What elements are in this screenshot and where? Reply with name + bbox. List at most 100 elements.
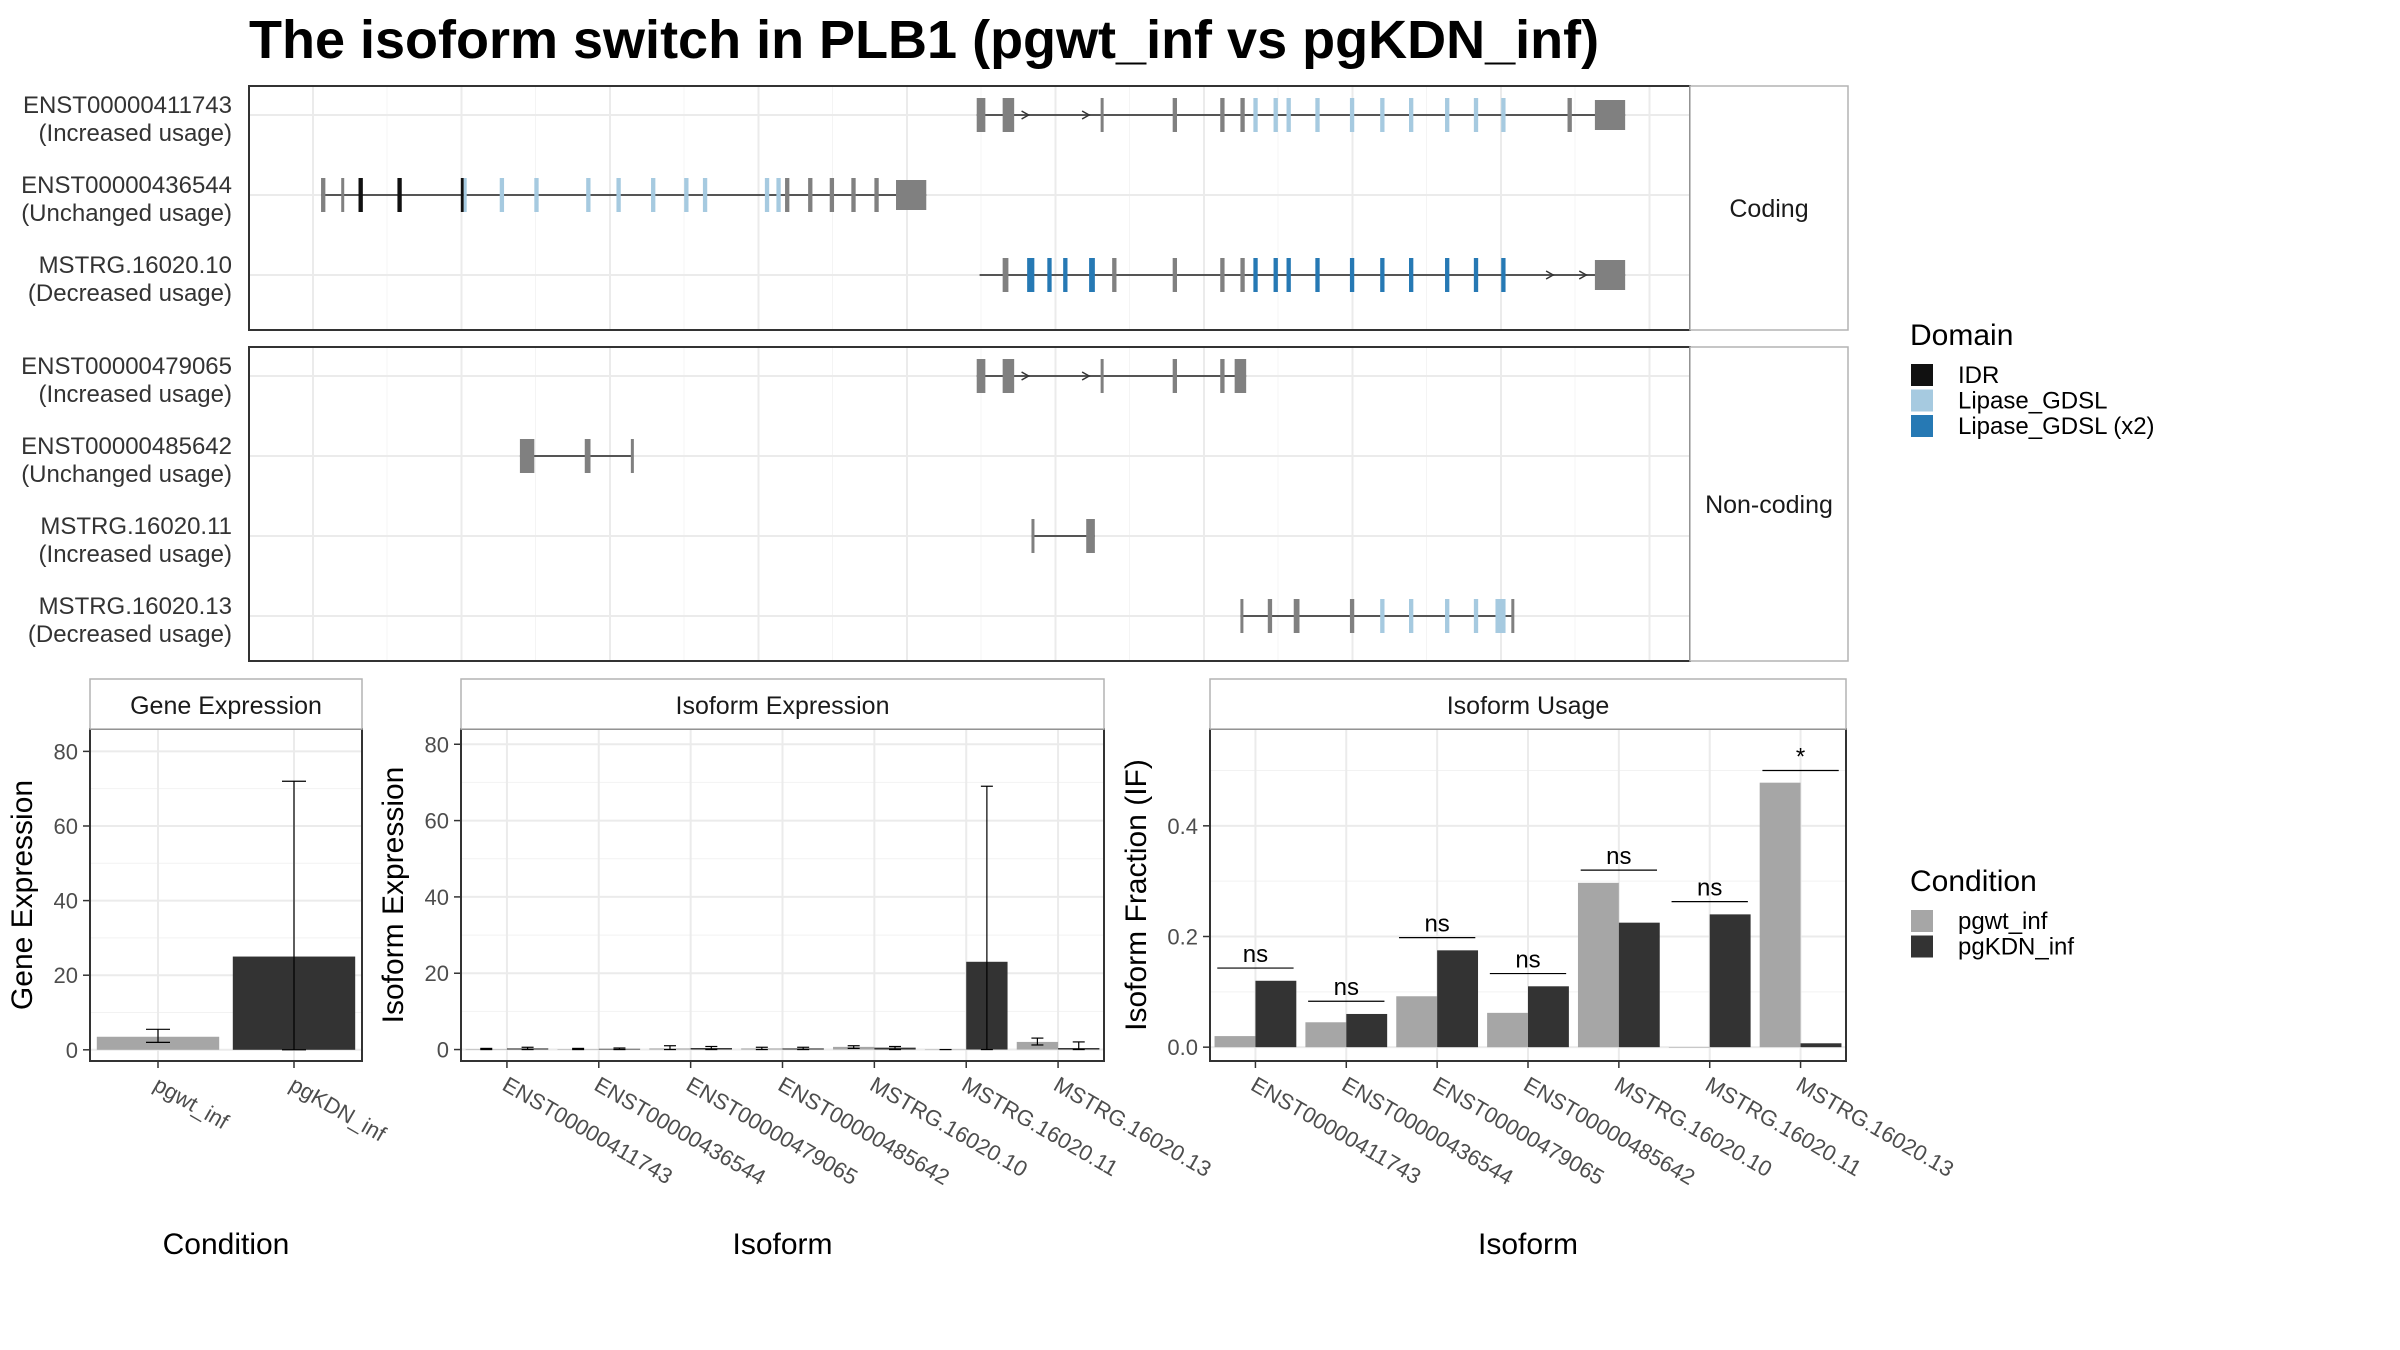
bar xyxy=(1305,1022,1347,1048)
exon-block xyxy=(1234,359,1247,393)
transcript-name: ENST00000411743 xyxy=(23,92,232,119)
facet-label: Coding xyxy=(1729,195,1808,223)
exon-block xyxy=(1445,98,1450,132)
exon-block xyxy=(1172,258,1178,292)
exon-block xyxy=(1409,258,1414,292)
exon-block xyxy=(499,178,505,212)
y-tick-label: 20 xyxy=(425,961,449,986)
significance-label: ns xyxy=(1515,947,1540,974)
y-tick-label: 40 xyxy=(54,889,78,914)
facet-strip xyxy=(1209,678,1847,730)
significance-label: ns xyxy=(1243,941,1268,968)
legend-key xyxy=(1911,389,1933,412)
bar xyxy=(1396,996,1438,1048)
exon-block xyxy=(1031,519,1035,553)
legend-label: IDR xyxy=(1958,362,1999,389)
y-tick-label: 60 xyxy=(425,809,449,834)
transcript-enst00000411743: ENST00000411743(Increased usage) xyxy=(23,92,1626,147)
exon-block xyxy=(874,178,879,212)
x-tick-label: ENST00000479065 xyxy=(1429,1072,1609,1190)
x-tick-label: ENST00000411743 xyxy=(1247,1072,1425,1189)
bar xyxy=(1528,986,1569,1048)
exon-block xyxy=(1047,258,1052,292)
facet-strip xyxy=(89,678,363,730)
exon-block xyxy=(1511,599,1515,633)
legend-key xyxy=(1911,415,1933,437)
exon-block xyxy=(851,178,856,212)
transcript-usage: (Increased usage) xyxy=(39,120,232,147)
exon-block xyxy=(1240,98,1245,132)
legend-key xyxy=(1911,910,1933,932)
transcript-usage: (Decreased usage) xyxy=(28,280,232,307)
facet-strip xyxy=(460,678,1105,730)
chart-title: Isoform Usage xyxy=(1447,692,1610,720)
significance-label: ns xyxy=(1697,875,1722,902)
exon-block xyxy=(702,178,708,212)
strand-arrow xyxy=(1545,270,1555,280)
exon-block xyxy=(1567,98,1572,132)
legend-key xyxy=(1911,364,1933,386)
transcript-usage: (Unchanged usage) xyxy=(21,200,232,227)
x-tick-label: ENST00000479065 xyxy=(682,1072,862,1190)
x-tick-label: ENST00000485642 xyxy=(774,1072,954,1190)
y-tick-label: 60 xyxy=(54,814,78,839)
exon-block xyxy=(1220,258,1225,292)
y-tick-label: 80 xyxy=(54,739,78,764)
transcript-usage: (Increased usage) xyxy=(39,381,232,408)
x-axis-title: Isoform xyxy=(1478,1228,1578,1261)
x-tick-label: ENST00000411743 xyxy=(498,1072,676,1189)
exon-block xyxy=(1409,98,1414,132)
bar xyxy=(1255,980,1297,1048)
exon-block xyxy=(321,178,326,212)
transcript-name: ENST00000485642 xyxy=(21,433,232,460)
x-tick-label: MSTRG.16020.13 xyxy=(1792,1072,1958,1182)
exon-block xyxy=(463,178,467,212)
panel-background xyxy=(249,86,1690,330)
y-tick-label: 0.4 xyxy=(1167,814,1198,839)
structure-panel-coding: ENST00000411743(Increased usage)ENST0000… xyxy=(21,85,1849,331)
transcript-mstrg.16020.11: MSTRG.16020.11(Increased usage) xyxy=(39,513,1095,568)
exon-block xyxy=(1445,599,1450,633)
legend-label: Lipase_GDSL (x2) xyxy=(1958,413,2155,440)
exon-block xyxy=(1027,258,1035,292)
exon-block xyxy=(1286,258,1291,292)
exon-block xyxy=(1002,359,1015,393)
exon-block xyxy=(1267,599,1273,633)
significance-label: ns xyxy=(1424,911,1449,938)
exon-block xyxy=(976,359,986,393)
panel-background xyxy=(249,347,1690,661)
structure-panel-non-coding: ENST00000479065(Increased usage)ENST0000… xyxy=(21,346,1849,662)
exon-block xyxy=(1273,98,1278,132)
y-axis-title: Isoform Fraction (IF) xyxy=(1120,759,1153,1031)
exon-block xyxy=(776,178,781,212)
transcript-usage: (Decreased usage) xyxy=(28,621,232,648)
exon-block xyxy=(1220,98,1225,132)
exon-block xyxy=(1473,599,1479,633)
chart-isoform-expression: Isoform Expression 0 20 40 60 80 ENST000004117… xyxy=(377,678,1216,1261)
exon-block xyxy=(1002,98,1015,132)
x-tick-label: ENST00000485642 xyxy=(1520,1072,1700,1190)
exon-block xyxy=(1315,258,1320,292)
legend-title: Condition xyxy=(1910,865,2037,898)
x-axis-title: Isoform xyxy=(732,1228,832,1261)
legend-key xyxy=(1911,935,1933,958)
facet-strip xyxy=(1689,346,1849,662)
y-tick-label: 80 xyxy=(425,732,449,757)
x-tick-label: pgwt_inf xyxy=(150,1072,234,1135)
y-axis-title: Isoform Expression xyxy=(377,767,410,1024)
bar xyxy=(1800,1043,1842,1048)
transcript-name: ENST00000436544 xyxy=(21,172,232,199)
exon-block xyxy=(1495,599,1506,633)
exon-block xyxy=(1473,98,1479,132)
strand-arrow xyxy=(1578,270,1588,280)
exon-block xyxy=(1315,98,1320,132)
exon-block xyxy=(1409,599,1414,633)
exon-block xyxy=(1380,599,1385,633)
bar xyxy=(1668,1047,1710,1048)
transcript-name: MSTRG.16020.10 xyxy=(39,252,232,279)
y-tick-label: 0 xyxy=(437,1038,449,1063)
exon-block xyxy=(519,439,535,473)
exon-block xyxy=(1002,258,1009,292)
